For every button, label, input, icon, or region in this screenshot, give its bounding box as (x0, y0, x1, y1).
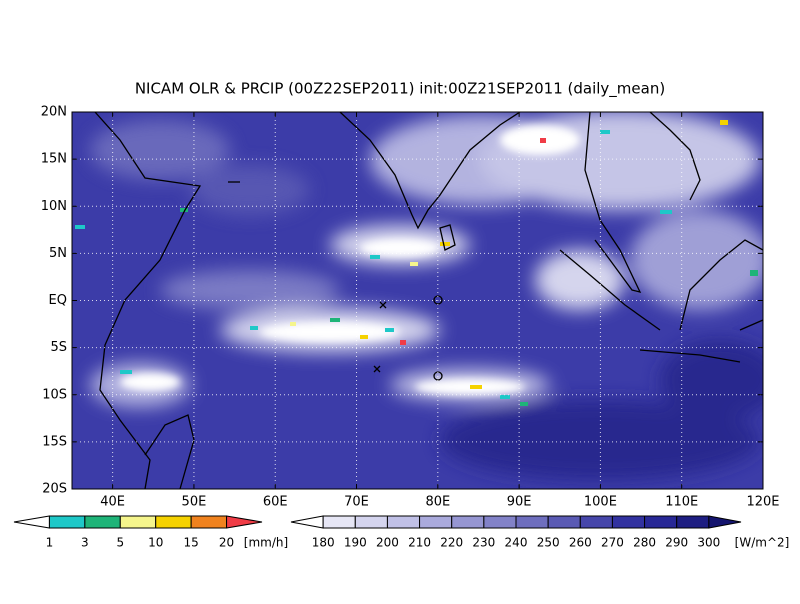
scale-label: 260 (569, 536, 592, 550)
y-tick-label: 5S (50, 340, 67, 355)
scale-label: 5 (116, 536, 124, 550)
scale-label: 1 (46, 536, 54, 550)
x-tick-label: 50E (182, 495, 207, 510)
color-swatch (290, 515, 324, 529)
y-tick-label: 15N (41, 152, 67, 167)
color-swatch (386, 515, 421, 529)
color-swatch (155, 515, 192, 529)
scale-label: 290 (665, 536, 688, 550)
color-swatch (190, 515, 228, 529)
scale-label: 190 (344, 536, 367, 550)
scale-label: 200 (376, 536, 399, 550)
color-swatch (644, 515, 678, 529)
color-swatch (322, 515, 356, 529)
color-swatch (515, 515, 549, 529)
x-tick-label: 70E (344, 495, 369, 510)
color-swatch (226, 515, 263, 529)
x-tick-label: 60E (263, 495, 288, 510)
color-swatch (483, 515, 517, 529)
y-tick-label: EQ (49, 293, 67, 308)
scale-label: 10 (148, 536, 163, 550)
x-tick-label: 120E (746, 495, 779, 510)
scale-label: 250 (537, 536, 560, 550)
scale-label: 280 (633, 536, 656, 550)
grid (72, 112, 763, 489)
color-swatch (676, 515, 710, 529)
x-tick-label: 100E (584, 495, 617, 510)
x-tick-label: 90E (507, 495, 532, 510)
scale-label: 300 (697, 536, 720, 550)
y-tick-label: 20S (42, 482, 67, 497)
y-tick-label: 15S (42, 434, 67, 449)
scale-label: 20 (219, 536, 234, 550)
scale-label: 240 (505, 536, 528, 550)
scale-unit: [mm/h] (244, 536, 288, 550)
x-tick-label: 80E (425, 495, 450, 510)
y-tick-label: 10N (41, 199, 67, 214)
color-swatch (419, 515, 453, 529)
scale-label: 210 (408, 536, 431, 550)
color-swatch (48, 515, 86, 529)
title: NICAM OLR & PRCIP (00Z22SEP2011) init:00… (135, 80, 665, 99)
color-swatch (451, 515, 485, 529)
scale-label: 3 (81, 536, 89, 550)
color-swatch (119, 515, 157, 529)
color-swatch (84, 515, 121, 529)
scale-label: 220 (440, 536, 463, 550)
color-swatch (611, 515, 646, 529)
scale-unit: [W/m^2] (735, 536, 790, 550)
y-tick-label: 5N (49, 246, 67, 261)
color-swatch (13, 515, 50, 529)
olr-field (72, 112, 763, 489)
color-swatch (579, 515, 613, 529)
scale-label: 180 (312, 536, 335, 550)
axes: 40E 50E 60E 70E 80E 90E 100E 110E 120E 20N 15N 10N 5… (41, 105, 780, 510)
x-tick-label: 40E (100, 495, 125, 510)
color-swatch (708, 515, 742, 529)
color-swatch (547, 515, 581, 529)
y-tick-label: 10S (42, 387, 67, 402)
coastlines (94, 112, 763, 489)
x-tick-label: 110E (665, 495, 698, 510)
y-tick-label: 20N (41, 105, 67, 120)
color-swatch (354, 515, 388, 529)
scale-label: 230 (472, 536, 495, 550)
scale-label: 270 (601, 536, 624, 550)
precip-specks (75, 120, 758, 406)
colorbars: 1 3 5 10 15 20 [mm/h] 180 190 200 210 220 230 240 250 2… (13, 515, 790, 550)
scale-label: 15 (184, 536, 199, 550)
